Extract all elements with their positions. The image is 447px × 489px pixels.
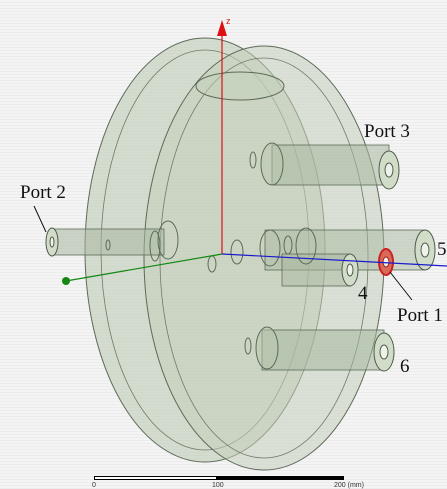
central-cylinder-back-face[interactable] — [195, 71, 285, 101]
y-axis — [65, 253, 223, 282]
port3-label: Port 3 — [364, 121, 410, 142]
scale-tick-mid: 100 — [212, 482, 224, 489]
y-axis-end-marker — [62, 277, 70, 285]
scale-tick-end: 200 (mm) — [334, 482, 364, 489]
port3-small-hole — [249, 151, 257, 169]
scale-bar: 0 100 200 (mm) — [92, 474, 374, 489]
center-hole-d — [295, 227, 317, 265]
port4-number-label: 4 — [358, 283, 368, 304]
scale-bar-segment-dark — [217, 476, 344, 480]
scale-bar-segment-light — [94, 476, 217, 480]
port2-leader — [33, 205, 47, 233]
port1-leader — [389, 271, 413, 301]
center-hole-a — [230, 239, 244, 265]
port2-disk-hole-b — [157, 220, 179, 260]
port2-end-inner — [49, 236, 55, 248]
port4-end-inner — [346, 263, 354, 277]
port6-small-hole — [244, 337, 252, 355]
port6-inner-ring — [255, 326, 279, 370]
port2-disk-hole-a — [149, 230, 161, 262]
center-hole-c — [283, 235, 293, 255]
port3-end-inner — [384, 162, 394, 178]
port5-number-label: 5 — [437, 239, 447, 260]
center-hole-b — [259, 229, 281, 267]
port2-tube[interactable] — [51, 228, 165, 256]
port1-label: Port 1 — [397, 305, 443, 326]
port2-label: Port 2 — [20, 182, 66, 203]
port6-number-label: 6 — [400, 356, 410, 377]
port6-tube[interactable] — [261, 329, 385, 371]
scale-tick-start: 0 — [92, 482, 96, 489]
port3-inner-ring — [260, 142, 284, 186]
port5-end-inner — [420, 242, 430, 258]
z-axis-arrow — [217, 20, 227, 36]
z-axis-label: z — [226, 16, 231, 26]
port1-inner — [382, 256, 390, 268]
x-axis — [221, 253, 447, 267]
port2-small-hole — [105, 239, 111, 251]
port3-tube[interactable] — [271, 144, 390, 186]
port6-end-inner — [379, 344, 389, 360]
